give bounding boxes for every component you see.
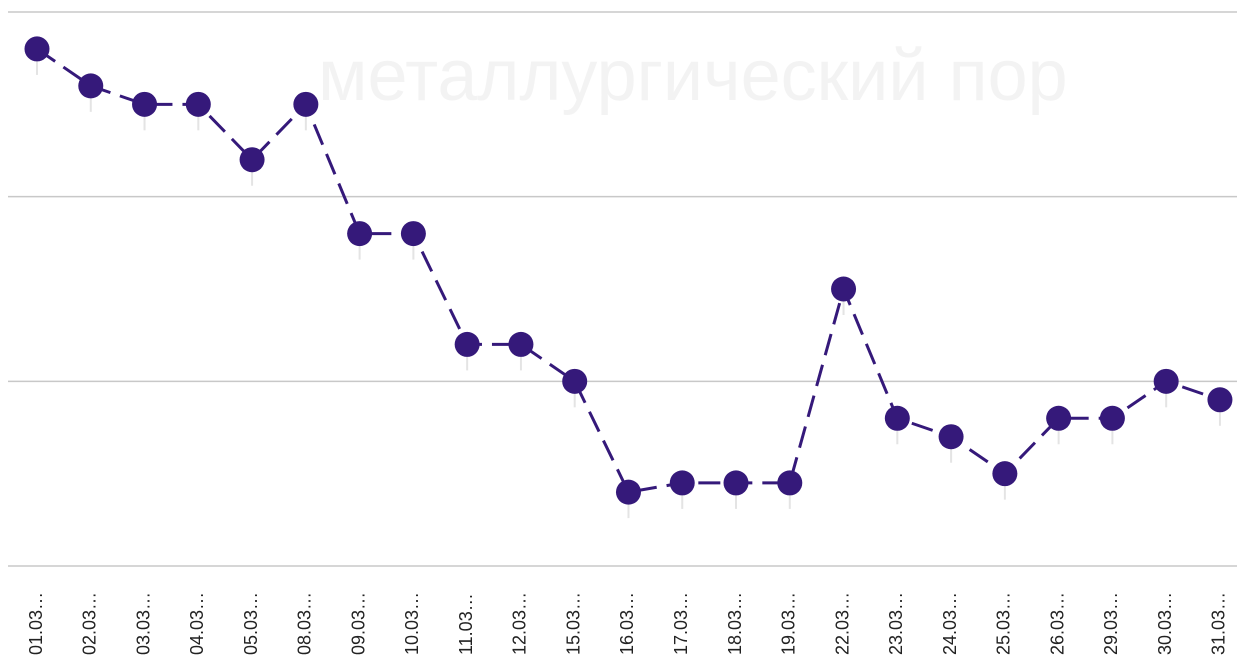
x-tick-label: 09.03… — [348, 592, 368, 655]
point — [562, 368, 588, 394]
x-tick-label: 17.03… — [671, 592, 691, 655]
point — [723, 470, 749, 496]
point — [992, 461, 1018, 487]
x-tick-label: 22.03… — [832, 592, 852, 655]
x-tick-label: 31.03… — [1209, 592, 1229, 655]
point — [293, 91, 319, 117]
x-tick-label: 29.03… — [1101, 592, 1121, 655]
point — [24, 36, 50, 62]
x-tick-label: 11.03… — [456, 593, 476, 655]
point — [777, 470, 803, 496]
point — [239, 147, 265, 173]
watermark: металлургический пор — [318, 36, 1068, 116]
point — [1046, 405, 1072, 431]
point — [615, 479, 641, 505]
point — [669, 470, 695, 496]
x-tick-label: 08.03… — [295, 592, 315, 655]
x-tick-label: 16.03… — [617, 592, 637, 655]
x-tick-label: 01.03… — [26, 592, 46, 655]
point — [508, 331, 534, 357]
point — [1207, 387, 1233, 413]
point — [185, 91, 211, 117]
point — [78, 73, 104, 99]
x-tick-label: 15.03… — [563, 592, 583, 655]
point — [132, 91, 158, 117]
line — [36, 47, 1221, 494]
point — [938, 424, 964, 450]
x-tick-label: 26.03… — [1047, 592, 1067, 655]
x-tick-label: 25.03… — [994, 592, 1014, 655]
point — [454, 331, 480, 357]
x-tick-label: 05.03… — [241, 592, 261, 655]
point — [400, 221, 426, 247]
x-tick-label: 19.03… — [779, 592, 799, 655]
point — [884, 405, 910, 431]
x-tick-label: 02.03… — [80, 592, 100, 655]
x-tick-label: 12.03… — [510, 592, 530, 655]
x-tick-label: 03.03… — [133, 592, 153, 655]
x-tick-label: 30.03… — [1155, 592, 1175, 655]
point — [831, 276, 857, 302]
x-tick-label: 18.03… — [725, 592, 745, 655]
x-tick-label: 10.03… — [402, 592, 422, 655]
point — [1153, 368, 1179, 394]
x-tick-label: 23.03… — [886, 592, 906, 655]
point — [1099, 405, 1125, 431]
x-tick-label: 04.03… — [187, 592, 207, 655]
point — [347, 221, 373, 247]
x-tick-label: 24.03… — [940, 592, 960, 655]
